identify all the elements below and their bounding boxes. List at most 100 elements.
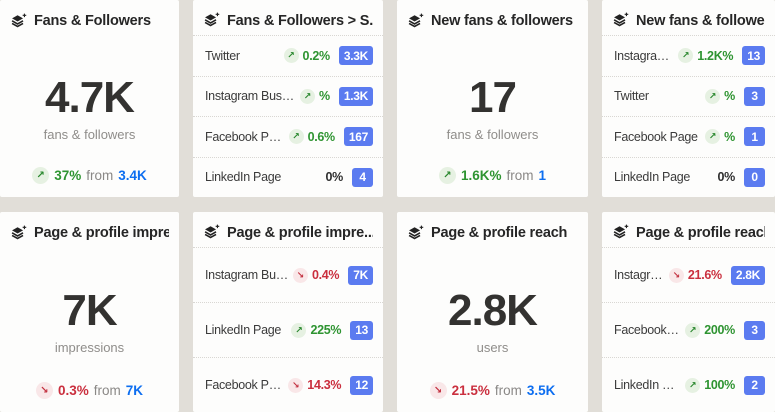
source-label: LinkedIn Page — [205, 170, 282, 185]
kpi-value: 4.7K — [45, 72, 135, 122]
change-from-label: from — [93, 383, 121, 398]
list-row: Facebook Page ↗ 200% 3 — [602, 302, 775, 357]
trend-arrow-icon: ↘ — [288, 377, 304, 393]
trend-arrow-icon: ↘ — [668, 267, 684, 283]
value-badge: 7K — [348, 265, 373, 285]
source-label: Instagram Bu... — [614, 268, 665, 282]
trend-arrow-icon: ↗ — [438, 167, 456, 184]
change-percent: 0.3% — [57, 383, 89, 398]
change-percent: % — [319, 89, 330, 104]
list-row: Twitter ↗ 0.2% 3.3K — [193, 36, 383, 76]
widget-title: Page & profile impre... — [34, 225, 169, 241]
change-percent: 14.3% — [307, 378, 342, 392]
change-percent: 0% — [717, 170, 736, 185]
change-percent: 200% — [704, 323, 735, 337]
kpi-center: 4.7K fans & followers — [0, 36, 179, 167]
metric-card-kpi[interactable]: Fans & Followers 4.7K fans & followers ↗… — [0, 0, 179, 197]
source-rows: Instagram Bu... ↘ 21.6% 2.8K Facebook Pa… — [602, 248, 775, 412]
change-percent: 0.4% — [311, 268, 340, 282]
value-badge: 2.8K — [730, 265, 765, 285]
source-label: LinkedIn Page — [614, 378, 681, 392]
metric-card-kpi[interactable]: Page & profile impre... 7K impressions ↘… — [0, 212, 179, 412]
trend-arrow-icon: ↗ — [283, 48, 299, 64]
row-stats: 0% 0 — [717, 167, 765, 187]
metric-card-list[interactable]: New fans & followers... Instagram Busi..… — [602, 0, 775, 197]
list-row: Twitter ↗ % 3 — [602, 75, 775, 117]
row-stats: ↗ % 3 — [705, 86, 765, 106]
change-from-label: from — [506, 168, 534, 183]
metric-card-list[interactable]: Page & profile impre... Instagram Busine… — [193, 212, 383, 412]
change-percent: 100% — [704, 378, 735, 392]
row-stats: ↗ 1.2K% 13 — [678, 46, 765, 66]
row-stats: ↗ 0.6% 167 — [288, 127, 373, 147]
row-stats: ↗ % 1 — [705, 127, 765, 147]
row-stats: ↗ 100% 2 — [685, 375, 765, 395]
source-label: Twitter — [614, 89, 649, 104]
trend-arrow-icon: ↗ — [705, 88, 721, 104]
card-header: New fans & followers... — [602, 0, 775, 36]
source-label: Facebook Page — [614, 323, 681, 337]
widget-title: Page & profile impre... — [227, 224, 373, 241]
source-label: Facebook Page — [205, 378, 285, 392]
source-label: Instagram Business — [205, 268, 289, 282]
change-indicator: ↘ 21.5% from 3.5K — [397, 382, 588, 399]
trend-arrow-icon: ↗ — [32, 167, 50, 184]
kpi-label: users — [476, 340, 509, 355]
metric-card-kpi[interactable]: New fans & followers 17 fans & followers… — [397, 0, 588, 197]
value-badge: 1.3K — [338, 86, 373, 106]
metric-stack-icon — [203, 224, 220, 241]
source-rows: Twitter ↗ 0.2% 3.3K Instagram Business ↗… — [193, 36, 383, 197]
kpi-value: 7K — [62, 286, 117, 335]
change-from-value: 3.5K — [526, 383, 556, 398]
trend-arrow-icon: ↗ — [288, 129, 304, 145]
source-label: Twitter — [205, 48, 240, 63]
source-label: LinkedIn Page — [614, 170, 691, 185]
trend-arrow-icon: ↘ — [35, 382, 53, 399]
list-row: LinkedIn Page 0% 4 — [193, 156, 383, 198]
card-header: New fans & followers — [397, 0, 588, 36]
widget-title: Page & profile reach — [431, 225, 568, 241]
list-row: Facebook Page ↗ % 1 — [602, 116, 775, 157]
list-row: Facebook Page ↗ 0.6% 167 — [193, 116, 383, 157]
change-from-label: from — [494, 383, 522, 398]
trend-arrow-icon: ↗ — [685, 322, 701, 338]
kpi-value: 17 — [469, 72, 517, 122]
kpi-value: 2.8K — [448, 286, 538, 335]
metric-stack-icon — [407, 225, 424, 242]
widget-title: New fans & followers... — [636, 12, 765, 29]
change-percent: 1.2K% — [697, 48, 734, 63]
value-badge: 2 — [744, 375, 765, 395]
change-percent: 0.2% — [302, 48, 331, 63]
source-rows: Instagram Busi... ↗ 1.2K% 13 Twitter ↗ %… — [602, 36, 775, 197]
kpi-label: fans & followers — [43, 126, 136, 142]
row-stats: ↘ 14.3% 12 — [288, 375, 373, 395]
change-indicator: ↗ 1.6K% from 1 — [397, 167, 588, 184]
metric-stack-icon — [612, 224, 629, 241]
row-stats: ↗ 0.2% 3.3K — [283, 46, 373, 66]
metric-card-list[interactable]: Page & profile reach ... Instagram Bu...… — [602, 212, 775, 412]
value-badge: 3 — [744, 320, 765, 340]
card-header: Page & profile reach ... — [602, 212, 775, 248]
list-row: Instagram Busi... ↗ 1.2K% 13 — [602, 36, 775, 76]
row-stats: ↗ 200% 3 — [685, 320, 765, 340]
trend-arrow-icon: ↗ — [300, 88, 316, 104]
card-header: Page & profile impre... — [193, 212, 383, 248]
trend-arrow-icon: ↘ — [292, 267, 308, 283]
change-from-value: 3.4K — [118, 168, 147, 183]
change-from-value: 1 — [538, 168, 547, 183]
trend-arrow-icon: ↗ — [291, 322, 307, 338]
metric-card-list[interactable]: Fans & Followers > S... Twitter ↗ 0.2% 3… — [193, 0, 383, 197]
metric-card-kpi[interactable]: Page & profile reach 2.8K users ↘ 21.5% … — [397, 212, 588, 412]
value-badge: 13 — [742, 46, 765, 66]
value-badge: 3 — [744, 86, 765, 106]
trend-arrow-icon: ↘ — [429, 382, 447, 399]
list-row: Instagram Bu... ↘ 21.6% 2.8K — [602, 248, 775, 302]
change-percent: % — [724, 129, 735, 144]
metric-stack-icon — [203, 12, 220, 29]
kpi-center: 17 fans & followers — [397, 36, 588, 167]
list-row: LinkedIn Page ↗ 100% 2 — [602, 357, 775, 412]
list-row: Facebook Page ↘ 14.3% 12 — [193, 357, 383, 412]
kpi-label: impressions — [54, 340, 125, 355]
source-label: Instagram Busi... — [614, 48, 674, 63]
